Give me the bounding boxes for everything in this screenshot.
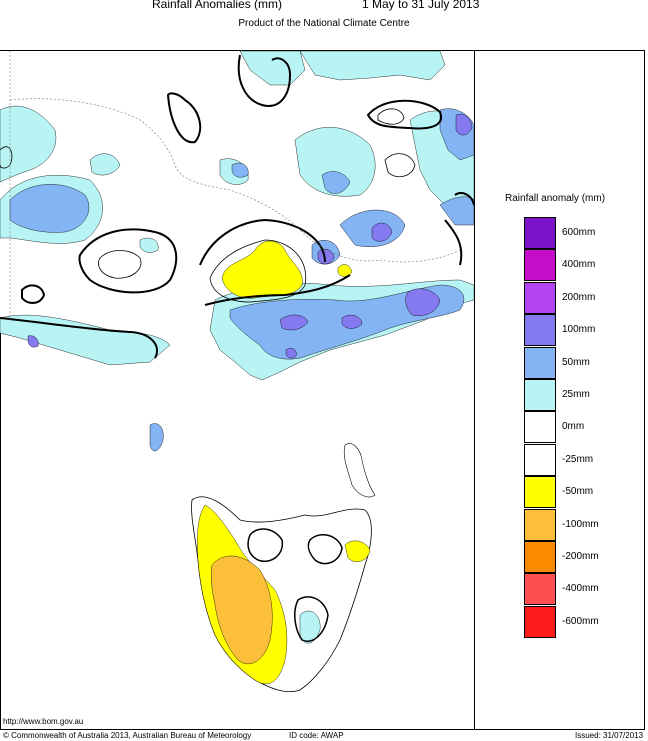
legend-swatch bbox=[524, 605, 556, 638]
legend-label: 0mm bbox=[562, 421, 585, 433]
legend-label: 400mm bbox=[562, 259, 596, 271]
legend-label: 25mm bbox=[562, 389, 590, 400]
legend-swatch bbox=[524, 411, 556, 444]
rainfall-anomaly-map bbox=[0, 51, 474, 693]
legend-swatch bbox=[524, 217, 556, 249]
legend-swatch bbox=[524, 281, 556, 314]
tasmania-ne-yellow bbox=[344, 540, 371, 562]
legend-swatch bbox=[524, 443, 556, 476]
minus25-contours bbox=[0, 108, 416, 303]
id-code: ID code: AWAP bbox=[289, 731, 344, 740]
anomaly-minus50-minus100-mainland bbox=[221, 240, 353, 299]
legend-swatch bbox=[524, 541, 556, 573]
legend-label: 600mm bbox=[562, 227, 596, 238]
legend-label: -100mm bbox=[562, 518, 599, 530]
copyright-text: © Commonwealth of Australia 2013, Austra… bbox=[3, 731, 252, 740]
legend-label: 50mm bbox=[562, 356, 590, 368]
header: Rainfall Anomalies (mm) 1 May to 31 July… bbox=[0, 0, 648, 14]
state-borders bbox=[9, 51, 461, 320]
anomaly-100-200-regions bbox=[27, 114, 473, 359]
legend-label: -50mm bbox=[562, 486, 594, 498]
tasmania-orange-region bbox=[211, 555, 273, 665]
zero-contours bbox=[0, 54, 474, 359]
legend-title: Rainfall anomaly (mm) bbox=[505, 193, 606, 204]
map-period: 1 May to 31 July 2013 bbox=[362, 0, 480, 11]
legend-swatch bbox=[524, 314, 556, 347]
bom-url[interactable]: http://www.bom.gov.au bbox=[3, 717, 84, 726]
legend-label: 100mm bbox=[562, 324, 596, 336]
map-subtitle: Product of the National Climate Centre bbox=[238, 18, 410, 29]
legend-label: 200mm bbox=[562, 291, 596, 303]
frame-divider bbox=[474, 50, 475, 730]
legend-label: -400mm bbox=[562, 583, 599, 595]
legend-swatch bbox=[524, 573, 556, 606]
map-frame bbox=[0, 50, 645, 730]
legend-label: -200mm bbox=[562, 551, 599, 562]
legend-swatch bbox=[524, 508, 556, 541]
legend-swatch bbox=[524, 379, 556, 411]
legend-label: -25mm bbox=[562, 453, 594, 465]
map-title: Rainfall Anomalies (mm) bbox=[152, 0, 283, 11]
legend-swatch bbox=[524, 476, 556, 509]
issued-date: Issued: 31/07/2013 bbox=[575, 731, 644, 740]
flinders-island bbox=[343, 443, 376, 498]
legend-swatch bbox=[524, 346, 556, 379]
legend-swatch bbox=[524, 249, 556, 282]
legend-label: -600mm bbox=[562, 615, 599, 627]
tasmania-contours bbox=[247, 528, 343, 642]
